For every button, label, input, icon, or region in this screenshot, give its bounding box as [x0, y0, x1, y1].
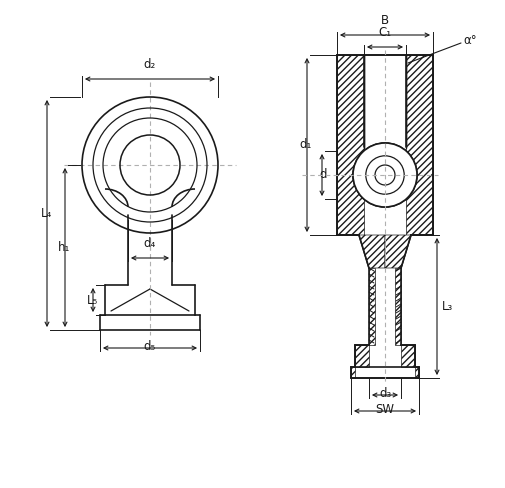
Bar	[369, 268, 375, 345]
Text: h₁: h₁	[58, 241, 70, 254]
Bar	[395, 268, 401, 345]
Bar	[406, 55, 433, 235]
Text: L₄: L₄	[41, 207, 52, 220]
Text: L₃: L₃	[442, 300, 453, 313]
Circle shape	[353, 143, 417, 207]
Text: SW: SW	[376, 403, 394, 416]
Bar	[415, 367, 419, 378]
Text: L₅: L₅	[87, 293, 98, 306]
Polygon shape	[359, 235, 385, 268]
Text: d₃: d₃	[379, 387, 391, 400]
Bar	[351, 367, 355, 378]
Text: d₂: d₂	[144, 58, 156, 71]
Text: d₄: d₄	[144, 237, 156, 250]
Polygon shape	[385, 235, 411, 268]
Bar	[401, 345, 415, 367]
Text: d₁: d₁	[299, 139, 312, 151]
Text: B: B	[381, 14, 389, 27]
Bar	[355, 345, 369, 367]
Text: d₅: d₅	[144, 340, 156, 353]
Text: C₁: C₁	[378, 26, 391, 39]
Circle shape	[353, 143, 417, 207]
Bar	[337, 55, 364, 235]
Circle shape	[375, 165, 395, 185]
Text: α°: α°	[463, 35, 477, 47]
Text: d: d	[320, 168, 327, 182]
